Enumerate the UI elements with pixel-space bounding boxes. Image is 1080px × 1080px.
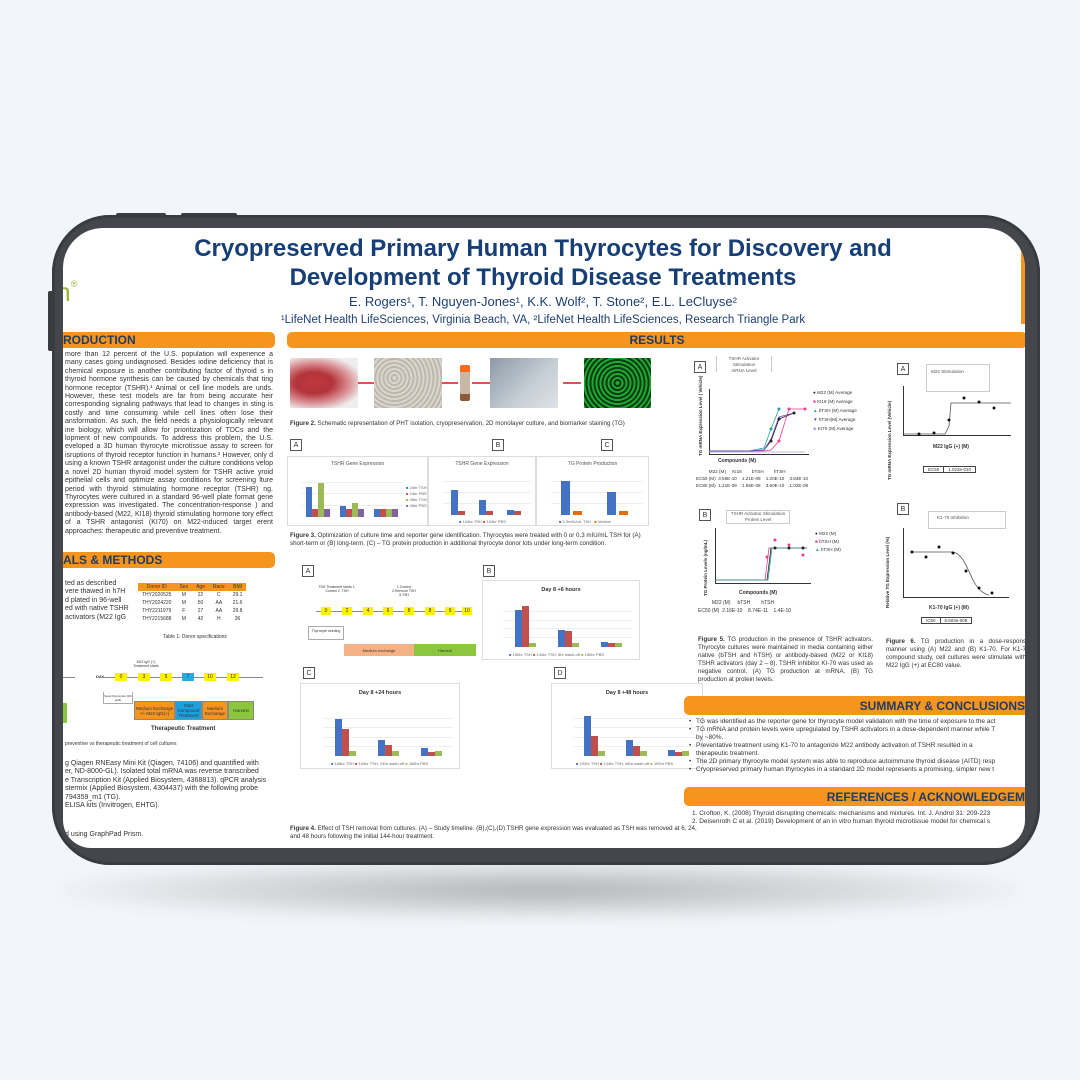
poster-affiliations: ¹LifeNet Health LifeSciences, Virginia B… (280, 314, 806, 326)
table-row: THY2215688 M 42 H 36 (142, 616, 241, 622)
poster-title: Cryopreserved Primary Human Thyrocytes f… (194, 235, 892, 291)
introduction-heading: RODUCTION (63, 332, 275, 348)
figure-5a-legend: ● M22 (M) Average ■ KI18 (M) Average ▲ b… (813, 390, 857, 431)
figure-5-caption: Figure 5. TG production in the presence … (698, 636, 873, 683)
figure-5a-title: TSHR Activator Stimulation mRNA Level (716, 356, 772, 373)
summary-heading: SUMMARY & CONCLUSIONS (684, 696, 1025, 715)
right-edge-accent (1021, 228, 1025, 324)
monolayer-culture-image (490, 358, 558, 408)
thyroid-tissue-image (290, 358, 358, 408)
figure-4d-chart: Day 8 +48 hours ■ 192hr TSH ■ 144hr TSH,… (551, 683, 703, 769)
tablet-screen: th® Cryopreserved Primary Human Thyrocyt… (63, 228, 1025, 848)
figure-5b-title: TSHR Activator Stimulation Protein Level (726, 510, 790, 524)
figure-6b-chart (903, 528, 1009, 598)
figure-3c-chart: TG Protein Production ■ 0.3mIU/mL TSH ■ … (536, 456, 649, 526)
figure-3b-chart: TSHR Gene Expression ■ 144hr TSH ■ 144hr… (428, 456, 536, 526)
cell-isolation-image (374, 358, 442, 408)
figure-3b-label: B (492, 439, 504, 451)
lifenet-logo: th® (63, 277, 78, 307)
summary-bullets: TG was identified as the reporter gene f… (688, 718, 1023, 774)
references-heading: REFERENCES / ACKNOWLEDGEM (684, 787, 1025, 806)
figure-4a-label: A (302, 565, 314, 577)
figure-5a-chart (709, 389, 809, 455)
methods-text: ted as described vere thawed in h7H d pl… (65, 580, 129, 621)
poster-authors: E. Rogers¹, T. Nguyen-Jones¹, K.K. Wolf²… (349, 294, 737, 309)
figure-6a-chart (903, 386, 1011, 436)
methods-heading: ALS & METHODS (63, 552, 275, 568)
figure-6b-label: B (897, 503, 909, 515)
device-shadow (60, 860, 1020, 920)
references-list: 1. Crofton, K. (2008) Thyroid disrupting… (692, 810, 991, 826)
table-row: THY2211979 F 27 AA 29.8 (142, 608, 243, 614)
introduction-text: more than 12 percent of the U.S. populat… (65, 351, 273, 535)
figure-4b-label: B (483, 565, 495, 577)
donor-table: Donor ID Sex Age Race BMI THY2020525 M 22 C… (138, 583, 247, 623)
results-heading: RESULTS (287, 332, 1025, 348)
figure-5a-label: A (694, 361, 706, 373)
figure-5b-legend: ● M22 (M) ■ bTSH (M) ▲ hTSH (M) (815, 531, 841, 552)
figure-4d-label: D (554, 667, 566, 679)
figure-6a-ec50-box: EC50 1.023e-010 (923, 466, 977, 473)
cryovial-image (460, 365, 470, 401)
tg-staining-image (584, 358, 651, 408)
figure-6a-label: A (897, 363, 909, 375)
figure-4c-label: C (303, 667, 315, 679)
figure-3a-label: A (290, 439, 302, 451)
figure-5b-label: B (699, 509, 711, 521)
figure-4c-chart: Day 8 +24 hours ■ 168hr TSH ■ 144hr TSH,… (300, 683, 460, 769)
table-row: THY2024220 M 50 AA 21.6 (142, 600, 243, 606)
figure-3c-label: C (601, 439, 613, 451)
figure-5b-ec-table: M22 (M) bTSH hTSH EC50 (M) 2.16E-10 8.74E… (698, 600, 792, 614)
stats-text: d using GraphPad Prism. (65, 831, 144, 838)
figure-6b-ic50-box: IC50 6.603e-009 (921, 617, 973, 624)
donor-table-caption: Table 1: Donor specifications (163, 634, 227, 640)
table-row: THY2020525 M 22 C 29.1 (142, 592, 243, 598)
figure-2-caption: Figure 2. Schematic representation of PH… (290, 420, 625, 427)
research-poster: th® Cryopreserved Primary Human Thyrocyt… (63, 228, 1025, 848)
figure-3a-chart: TSHR Gene Expression (287, 456, 428, 526)
figure-6b-title: K1-70 Inhibition (928, 511, 1006, 529)
figure-6a-title: M22 Stimulation (926, 364, 990, 392)
figure-3-caption: Figure 3. Optimization of culture time a… (290, 532, 641, 547)
figure-5a-ec-table: M22 (M) KI18 bTSH hTSH EC50 (M) 3.58E-10 … (696, 469, 809, 488)
figure-4-caption: Figure 4. Effect of TSH removal from cul… (290, 825, 697, 840)
figure-6-caption: Figure 6. TG production in a dose-respon… (886, 638, 1025, 669)
methods-text-2: g Qiagen RNEasy Mini Kit (Qiagen, 74106)… (65, 760, 267, 810)
figure-4b-chart: Day 8 +6 hours ■ 150hr TSH ■ 144hr TSH, … (482, 580, 640, 660)
device-side-button (48, 291, 54, 351)
figure-5b-chart (715, 528, 811, 584)
